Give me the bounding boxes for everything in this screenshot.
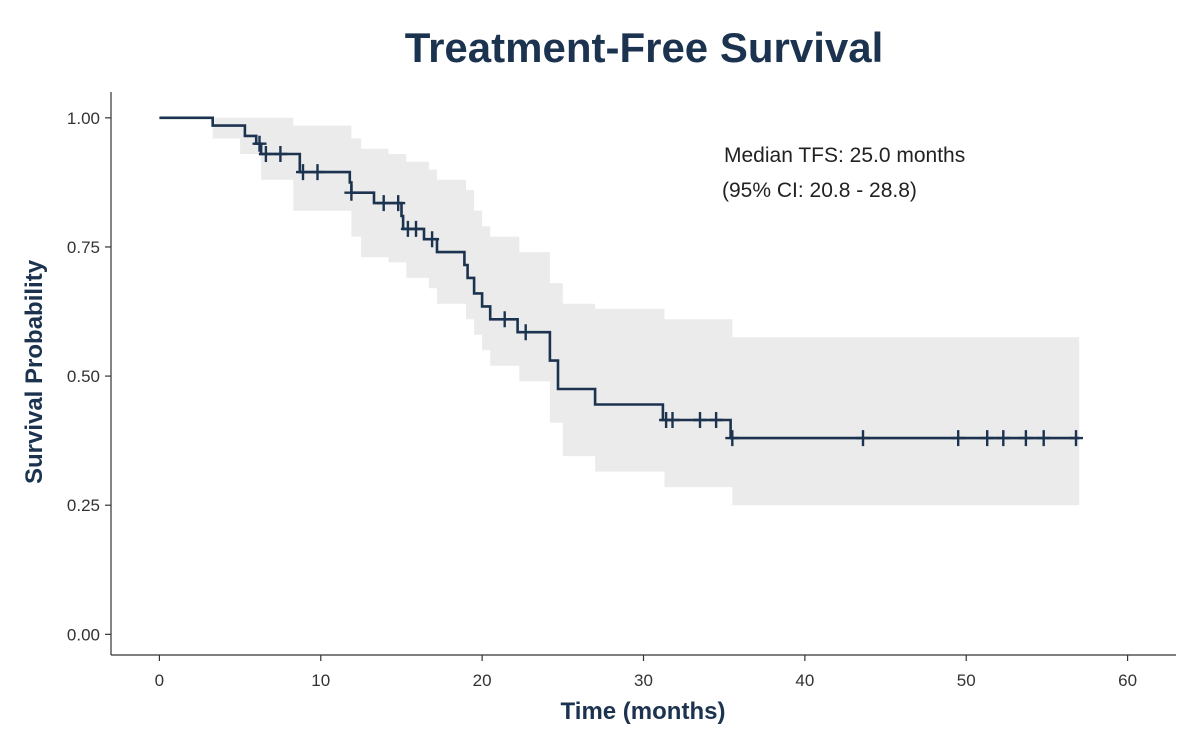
- censor-mark: [1018, 430, 1033, 447]
- y-axis-title: Survival Probability: [21, 259, 48, 484]
- censor-mark: [665, 412, 680, 428]
- chart-title: Treatment-Free Survival: [404, 24, 884, 71]
- x-tick-label: 0: [155, 671, 164, 690]
- survival-curve: [159, 116, 1080, 440]
- y-tick-label: 1.00: [67, 109, 100, 128]
- x-tick-label: 30: [634, 671, 653, 690]
- censor-mark: [1069, 430, 1083, 447]
- censor-mark: [856, 430, 870, 447]
- censor-mark: [996, 430, 1011, 447]
- censor-mark: [425, 231, 440, 248]
- censor-mark: [980, 430, 995, 447]
- censor-mark: [497, 311, 512, 328]
- x-tick-label: 40: [795, 671, 814, 690]
- confidence-band: [159, 117, 1080, 506]
- x-tick-label: 60: [1118, 671, 1137, 690]
- x-tick-label: 50: [957, 671, 976, 690]
- y-tick-label: 0.25: [67, 496, 100, 515]
- confidence-band-layer: [159, 117, 1080, 506]
- tick-layer: 0 10 20 30 40 50 60 0.00 0.25 0.50 0.75 1.00: [67, 109, 1137, 690]
- censor-mark: [693, 412, 707, 428]
- censor-mark: [296, 164, 310, 181]
- censor-mark: [409, 220, 423, 237]
- y-tick-label: 0.75: [67, 238, 100, 257]
- ci-annotation: (95% CI: 20.8 - 28.8): [722, 179, 917, 202]
- censor-mark: [252, 135, 267, 152]
- censor-mark: [518, 324, 533, 341]
- x-tick-label: 10: [311, 671, 330, 690]
- censor-mark: [258, 146, 273, 162]
- censor-mark: [1036, 430, 1051, 447]
- median-annotation: Median TFS: 25.0 months: [724, 144, 965, 167]
- x-tick-label: 20: [473, 671, 492, 690]
- y-tick-label: 0.50: [67, 367, 100, 386]
- y-tick-label: 0.00: [67, 625, 100, 644]
- censor-mark: [391, 195, 406, 212]
- survival-curve-layer: [159, 116, 1080, 440]
- censor-mark: [273, 146, 288, 162]
- censor-mark: [725, 430, 740, 447]
- censor-mark: [951, 430, 966, 447]
- censor-marks-layer: [252, 135, 1083, 447]
- censor-mark: [310, 164, 325, 181]
- x-axis-title: Time (months): [561, 698, 726, 725]
- censor-mark: [376, 195, 391, 212]
- censor-mark: [709, 412, 724, 428]
- censor-mark: [344, 184, 359, 201]
